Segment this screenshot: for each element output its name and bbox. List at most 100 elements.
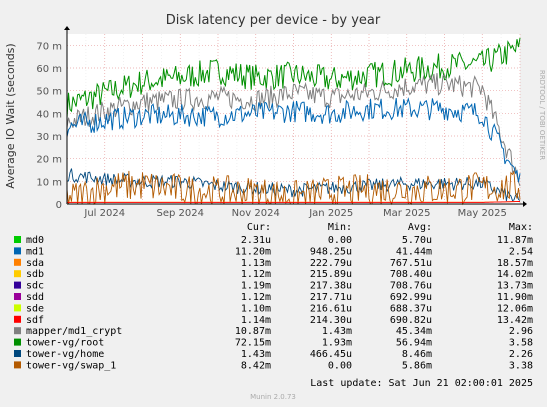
legend-min: 1.93m (322, 338, 352, 349)
legend-name: sdb (26, 269, 44, 280)
legend-avg: 692.99u (390, 292, 432, 303)
y-tick-label: 20 m (36, 155, 62, 166)
legend-name: sdd (26, 292, 44, 303)
legend-header: Avg: (408, 222, 432, 233)
legend-cur: 1.19m (241, 281, 271, 292)
legend-header: Max: (509, 222, 533, 233)
y-axis-arrow (64, 26, 70, 30)
y-tick-label: 40 m (36, 109, 62, 120)
x-tick-label: Mar 2025 (383, 208, 431, 219)
munin-footer: Munin 2.0.73 (250, 393, 296, 401)
legend-max: 3.58 (509, 338, 533, 349)
legend-max: 2.54 (509, 246, 533, 257)
legend-name: sdf (26, 315, 44, 326)
legend-min: 217.38u (310, 281, 352, 292)
legend-max: 14.02m (497, 269, 533, 280)
legend-swatch (14, 350, 21, 357)
legend-avg: 5.70u (402, 235, 432, 246)
legend-avg: 767.51u (390, 258, 432, 269)
last-update: Last update: Sat Jun 21 02:00:01 2025 (310, 378, 533, 389)
legend-swatch (14, 327, 21, 335)
legend-avg: 708.40u (390, 269, 432, 280)
legend-min: 214.30u (310, 315, 352, 326)
legend-avg: 708.76u (390, 281, 432, 292)
x-tick-label: May 2025 (458, 208, 507, 219)
legend-name: tower-vg/home (26, 349, 104, 360)
legend-min: 216.61u (310, 303, 352, 314)
legend-max: 13.73m (497, 281, 533, 292)
legend-max: 11.90m (497, 292, 533, 303)
legend-avg: 688.37u (390, 303, 432, 314)
legend-avg: 8.46m (402, 349, 432, 360)
legend-avg: 690.82u (390, 315, 432, 326)
legend-swatch (14, 361, 21, 369)
x-tick-label: Jan 2025 (308, 208, 353, 219)
legend-header: Cur: (247, 222, 271, 233)
legend-min: 1.43m (322, 326, 352, 337)
legend-cur: 10.87m (235, 326, 271, 337)
legend-min: 0.00 (328, 235, 352, 246)
legend-swatch (14, 304, 21, 312)
legend-cur: 1.13m (241, 258, 271, 269)
legend-name: md1 (26, 246, 44, 257)
legend-cur: 1.43m (241, 349, 271, 360)
legend-avg: 56.94m (396, 338, 432, 349)
legend-min: 0.00 (328, 360, 352, 371)
x-tick-label: Nov 2024 (232, 208, 280, 219)
legend-swatch (14, 315, 21, 323)
legend-cur: 11.20m (235, 246, 271, 257)
legend-swatch (14, 258, 21, 266)
x-axis-arrow (523, 201, 527, 207)
legend-name: tower-vg/swap_1 (26, 360, 116, 371)
y-tick-label: 10 m (36, 177, 62, 188)
legend-min: 222.79u (310, 258, 352, 269)
legend-cur: 1.10m (241, 303, 271, 314)
series-line-sdf (67, 201, 520, 203)
legend-min: 217.71u (310, 292, 352, 303)
legend-avg: 5.86m (402, 360, 432, 371)
legend-max: 3.38 (509, 360, 533, 371)
legend-swatch (14, 281, 21, 289)
y-tick-label: 60 m (36, 64, 62, 75)
legend-header: Min: (328, 222, 352, 233)
legend-name: tower-vg/root (26, 338, 104, 349)
legend-swatch (14, 270, 21, 278)
legend-avg: 41.44m (396, 246, 432, 257)
series-line-tower-vg-root (66, 37, 521, 119)
legend-min: 215.89u (310, 269, 352, 280)
legend-avg: 45.34m (396, 326, 432, 337)
y-tick-label: 0 (56, 200, 62, 211)
legend-cur: 72.15m (235, 338, 271, 349)
legend-min: 948.25u (310, 246, 352, 257)
legend-swatch (14, 247, 21, 255)
legend-swatch (14, 293, 21, 300)
series-line-mapper-md1-crypt (66, 73, 521, 187)
legend-max: 13.42m (497, 315, 533, 326)
x-tick-label: Jul 2024 (83, 208, 125, 219)
y-tick-label: 30 m (36, 132, 62, 143)
y-axis-ticks: 0 10 m 20 m 30 m 40 m 50 m 60 m 70 m (36, 41, 62, 211)
legend-name: sde (26, 303, 44, 314)
y-axis-label: Average IO Wait (seconds) (4, 43, 17, 188)
legend-max: 11.87m (497, 235, 533, 246)
x-tick-label: Sep 2024 (157, 208, 204, 219)
legend-max: 2.26 (509, 349, 533, 360)
legend-swatch (14, 236, 21, 243)
legend-name: mapper/md1_crypt (26, 326, 122, 337)
legend-min: 466.45u (310, 349, 352, 360)
legend-name: sda (26, 258, 44, 269)
y-tick-label: 50 m (36, 87, 62, 98)
legend-max: 12.06m (497, 303, 533, 314)
x-axis-ticks: Jul 2024 Sep 2024 Nov 2024 Jan 2025 Mar 2025… (83, 208, 507, 219)
chart-title: Disk latency per device - by year (166, 13, 381, 28)
legend-name: md0 (26, 235, 44, 246)
legend-name: sdc (26, 281, 44, 292)
grid (66, 34, 521, 204)
rrdtool-watermark: RRDTOOL / TOBI OETIKER (538, 70, 546, 160)
legend-cur: 8.42m (241, 360, 271, 371)
legend-max: 2.96 (509, 326, 533, 337)
legend: Cur: Min: Avg: Max: md0 2.31u 0.00 5.70u 11.87m m… (14, 222, 533, 371)
series-line-md1 (66, 97, 521, 183)
legend-cur: 1.12m (241, 292, 271, 303)
